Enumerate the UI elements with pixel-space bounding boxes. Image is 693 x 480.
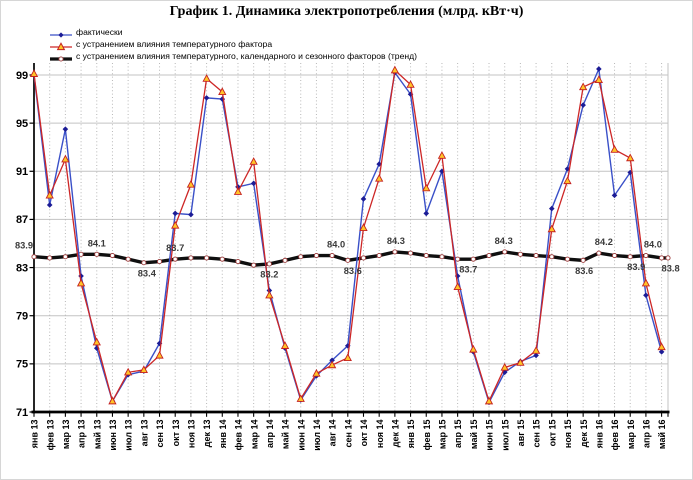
svg-text:май 13: май 13 [92, 420, 102, 450]
svg-text:июл 14: июл 14 [312, 420, 322, 451]
svg-text:апр 13: апр 13 [77, 420, 87, 448]
thick-line-circle-marker-icon [49, 51, 73, 62]
svg-text:83.7: 83.7 [459, 265, 477, 275]
svg-text:99: 99 [16, 70, 28, 82]
svg-text:апр 14: апр 14 [265, 420, 275, 448]
svg-text:83.7: 83.7 [166, 243, 184, 253]
svg-text:84.3: 84.3 [495, 236, 513, 246]
svg-text:мар 16: мар 16 [626, 420, 636, 450]
svg-text:83.8: 83.8 [662, 263, 680, 273]
svg-text:87: 87 [16, 214, 28, 226]
legend-label-temp-adjusted: с устранением влияния температурного фак… [76, 39, 273, 49]
svg-text:84.0: 84.0 [327, 240, 345, 250]
line-diamond-marker-icon [49, 27, 73, 38]
svg-text:ноя 14: ноя 14 [375, 420, 385, 449]
svg-text:май 16: май 16 [657, 420, 667, 450]
svg-text:84.1: 84.1 [88, 238, 106, 248]
svg-text:июн 14: июн 14 [296, 420, 306, 451]
legend-label-trend: с устранением влияния температурного, ка… [76, 51, 417, 61]
svg-text:июл 13: июл 13 [124, 420, 134, 451]
trend-value-labels: 83.9 84.1 83.4 83.7 83.2 84.0 83.6 84.3 83.7 84.3… [15, 236, 680, 280]
series-temp-adjusted [29, 65, 666, 405]
svg-text:91: 91 [16, 166, 28, 178]
svg-text:янв 16: янв 16 [594, 420, 604, 449]
svg-text:дек 14: дек 14 [390, 420, 400, 448]
svg-text:79: 79 [16, 311, 28, 323]
legend-item-actual: фактически [49, 27, 417, 38]
svg-text:мар 13: мар 13 [61, 420, 71, 450]
gridlines-vertical [49, 63, 669, 412]
legend-item-trend: с устранением влияния температурного, ка… [49, 51, 417, 62]
svg-text:дек 13: дек 13 [202, 420, 212, 448]
svg-text:май 14: май 14 [281, 420, 291, 450]
series-trend [31, 249, 671, 268]
svg-text:мар 15: мар 15 [438, 420, 448, 450]
svg-text:83.9: 83.9 [15, 241, 33, 251]
svg-text:сен 13: сен 13 [155, 420, 165, 448]
svg-text:авг 14: авг 14 [328, 420, 338, 447]
svg-text:83.2: 83.2 [260, 269, 278, 279]
svg-text:окт 15: окт 15 [547, 420, 557, 447]
svg-text:авг 13: авг 13 [139, 420, 149, 447]
svg-text:ноя 13: ноя 13 [187, 420, 197, 449]
svg-text:фев 16: фев 16 [610, 420, 620, 451]
svg-text:83: 83 [16, 262, 28, 274]
svg-text:окт 14: окт 14 [359, 420, 369, 447]
svg-text:янв 13: янв 13 [30, 420, 40, 449]
svg-text:83.4: 83.4 [138, 268, 157, 278]
svg-text:71: 71 [16, 407, 28, 419]
svg-text:ноя 15: ноя 15 [563, 420, 573, 449]
svg-text:83.6: 83.6 [575, 266, 593, 276]
svg-text:янв 15: янв 15 [406, 420, 416, 449]
svg-text:84.0: 84.0 [644, 240, 662, 250]
chart-title: График 1. Динамика электропотребления (м… [169, 4, 524, 19]
svg-text:75: 75 [16, 359, 28, 371]
chart-legend: фактически с устранением влияния темпера… [49, 27, 417, 62]
svg-text:фев 14: фев 14 [234, 420, 244, 451]
line-triangle-marker-icon [49, 39, 73, 51]
legend-label-actual: фактически [76, 27, 123, 37]
gridlines-horizontal [34, 74, 668, 365]
svg-text:мар 14: мар 14 [249, 420, 259, 450]
svg-text:84.3: 84.3 [387, 236, 405, 246]
svg-text:апр 15: апр 15 [453, 420, 463, 448]
svg-text:янв 14: янв 14 [218, 420, 228, 449]
svg-text:июн 15: июн 15 [485, 420, 495, 451]
svg-text:сен 15: сен 15 [532, 420, 542, 448]
legend-item-temp-adjusted: с устранением влияния температурного фак… [49, 39, 417, 51]
svg-text:83.6: 83.6 [344, 266, 362, 276]
svg-text:84.2: 84.2 [595, 237, 613, 247]
svg-text:сен 14: сен 14 [343, 420, 353, 448]
svg-text:дек 15: дек 15 [579, 420, 589, 448]
svg-text:июн 13: июн 13 [108, 420, 118, 451]
svg-text:июл 15: июл 15 [500, 420, 510, 451]
svg-text:95: 95 [16, 118, 28, 130]
svg-text:фев 13: фев 13 [45, 420, 55, 451]
svg-text:май 15: май 15 [469, 420, 479, 450]
svg-text:авг 15: авг 15 [516, 420, 526, 447]
svg-text:окт 13: окт 13 [171, 420, 181, 447]
svg-text:фев 15: фев 15 [422, 420, 432, 451]
svg-text:83.9: 83.9 [627, 262, 645, 272]
axes [29, 63, 670, 417]
svg-text:апр 16: апр 16 [642, 420, 652, 448]
axis-tick-labels: 71 75 79 83 87 91 95 99 янв 13 фев 13 мар 13 апр 13… [16, 70, 667, 451]
